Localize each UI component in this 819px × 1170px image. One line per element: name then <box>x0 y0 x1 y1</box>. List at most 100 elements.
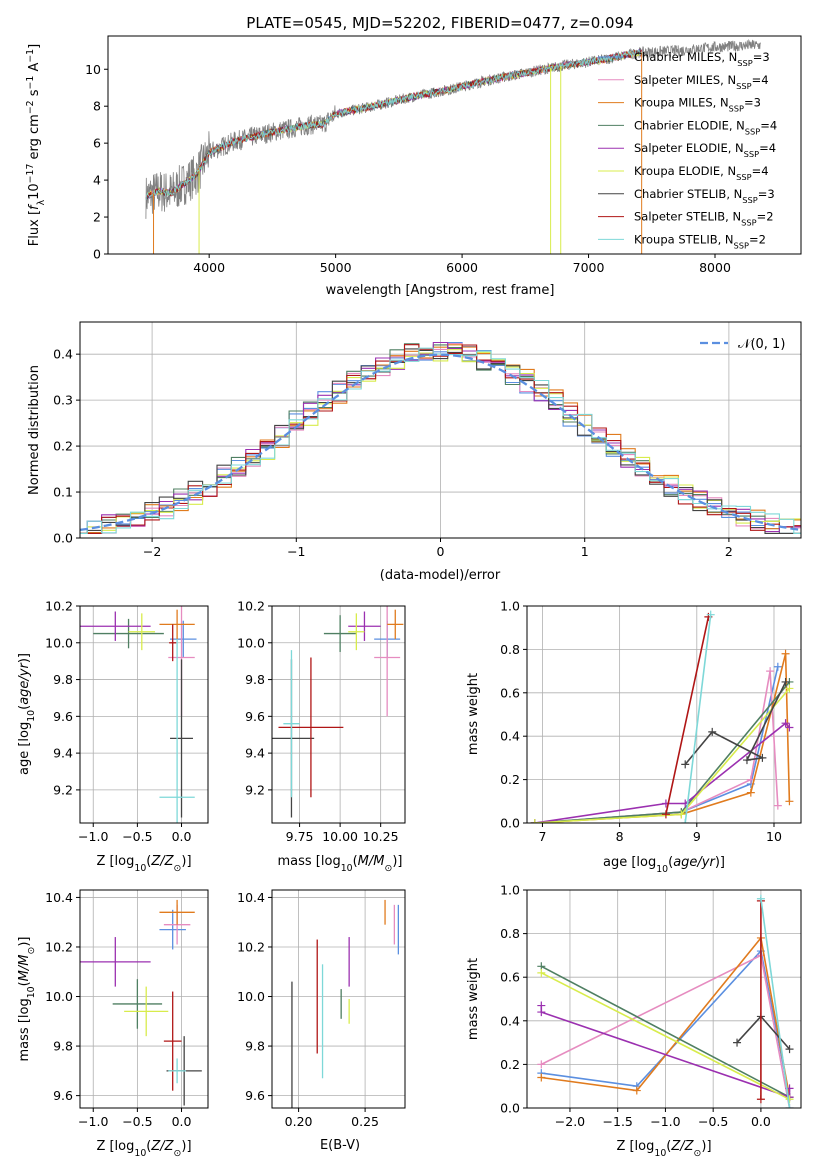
x-axis-label-part: Z/Z <box>150 854 174 869</box>
marker-salpeter-miles <box>766 667 775 676</box>
grid <box>527 605 801 824</box>
marker-chabrier-stelib <box>742 756 751 765</box>
legend-label-salpeter-stelib: Salpeter STELIB, NSSP=2 <box>634 210 774 228</box>
histogram-salpeter-elodie <box>80 341 801 534</box>
legend-label-kroupa-stelib-part: Kroupa STELIB, N <box>634 232 734 246</box>
x-axis-label-part: ⊙ <box>174 863 182 874</box>
y-axis-label-part: erg cm <box>27 114 42 163</box>
x-axis-label-part: 10 <box>134 863 146 874</box>
panel-spectrum: 4000 5000 6000 7000 8000 0 2 4 6 8 10 Chabrier MILE… <box>25 35 802 298</box>
y-axis-label-part: Normed distribution <box>27 365 42 495</box>
y-axis-label-part: mass weight <box>466 673 481 755</box>
y-axis-label: Flux [fλ10−17 erg cm−2 s−1 A−1] <box>25 44 47 246</box>
y-tick-label: 10.2 <box>45 599 73 614</box>
weight-line-kroupa-elodie <box>534 687 791 823</box>
legend-label-kroupa-elodie-part: SSP <box>736 172 751 182</box>
legend-label-chabrier-elodie-part: SSP <box>745 126 760 136</box>
x-axis-label-part: ( <box>668 855 673 870</box>
y-tick-label: 10.2 <box>237 599 265 614</box>
marker-kroupa-elodie <box>537 968 546 977</box>
y-axis-label-part: s <box>27 89 42 100</box>
weight-line-kroupa-miles <box>541 936 791 1098</box>
marker-kroupa-stelib <box>706 610 715 619</box>
weight-line-kroupa-elodie <box>540 972 790 1101</box>
y-tick-label: 0.2 <box>500 772 520 787</box>
y-tick-label: 1.0 <box>500 883 520 898</box>
y-tick-label: 10.0 <box>45 635 73 650</box>
x-axis-label-part: Z/Z <box>670 1139 694 1154</box>
x-axis-label-part: 10 <box>654 1148 666 1159</box>
model-line-salpeter-miles <box>145 49 642 201</box>
marker-salpeter-elodie <box>781 719 790 728</box>
x-axis-label-part: Z [log <box>96 854 134 869</box>
y-tick-label: 10 <box>85 62 101 77</box>
x-tick-label: 10.00 <box>322 829 358 844</box>
legend-label-salpeter-elodie-part: SSP <box>744 149 759 159</box>
legend-label-salpeter-stelib-part: =2 <box>757 210 774 224</box>
x-axis-label-part: )] <box>701 1139 711 1154</box>
legend-label-chabrier-elodie: Chabrier ELODIE, NSSP=4 <box>634 118 777 136</box>
x-axis-label-part: ( <box>146 854 151 869</box>
marker-chabrier-stelib <box>708 727 717 736</box>
y-tick-label: 0.6 <box>500 970 520 985</box>
legend-label-salpeter-elodie: Salpeter ELODIE, NSSP=4 <box>634 141 776 159</box>
weight-line-chabrier-miles <box>541 949 791 1098</box>
marker-kroupa-miles <box>781 649 790 658</box>
marker-kroupa-stelib <box>681 819 690 823</box>
legend-label-kroupa-stelib-part: =2 <box>749 232 766 246</box>
y-axis-label: mass weight <box>466 958 481 1040</box>
marker-kroupa-elodie <box>530 819 539 823</box>
marker-kroupa-miles <box>537 1073 546 1082</box>
x-axis-label: E(B-V) <box>320 1138 360 1153</box>
x-axis-label-part: M/M <box>358 854 385 869</box>
x-tick-label: −1.0 <box>650 1114 680 1129</box>
marker-salpeter-miles <box>773 801 782 810</box>
y-axis-label-part: 10 <box>26 986 37 998</box>
plot-area <box>80 899 202 1106</box>
x-axis-label-part: wavelength [Angstrom, rest frame] <box>326 283 555 298</box>
y-axis-label-part: ( <box>17 705 32 710</box>
y-tick-label: 2 <box>93 210 101 225</box>
plot-area <box>145 38 761 254</box>
x-tick-label: 8000 <box>699 260 731 275</box>
marker-kroupa-stelib <box>756 894 765 903</box>
y-tick-label: 9.6 <box>53 1088 73 1103</box>
x-axis-label: mass [log10(M/M⊙)] <box>278 854 403 874</box>
marker-chabrier-stelib <box>781 677 790 686</box>
x-tick-label: 7 <box>538 829 546 844</box>
y-tick-label: 9.8 <box>53 672 73 687</box>
y-tick-label: 0.1 <box>53 485 73 500</box>
y-tick-label: 6 <box>93 136 101 151</box>
plot-area <box>272 606 404 818</box>
x-axis-label-part: )] <box>181 854 191 869</box>
legend-label-normal: 𝒩(0, 1) <box>738 337 785 352</box>
x-tick-label: −1 <box>287 544 305 559</box>
legend-label-kroupa-miles-part: =3 <box>744 96 761 110</box>
y-tick-label: 4 <box>93 173 101 188</box>
y-tick-label: 9.2 <box>245 782 265 797</box>
axes-frame <box>271 605 406 824</box>
x-tick-label: −0.5 <box>698 1114 728 1129</box>
x-axis-label-part: 10 <box>341 863 353 874</box>
legend-label-chabrier-stelib: Chabrier STELIB, NSSP=3 <box>634 187 775 205</box>
y-axis-label: mass weight <box>466 673 481 755</box>
model-line-kroupa-stelib <box>145 49 642 200</box>
legend-label-chabrier-miles: Chabrier MILES, NSSP=3 <box>634 50 770 68</box>
y-tick-label: 10.0 <box>237 635 265 650</box>
y-tick-label: 0.2 <box>500 1057 520 1072</box>
x-axis-label-part: ⊙ <box>384 863 392 874</box>
marker-chabrier-miles <box>773 662 782 671</box>
model-line-kroupa-miles <box>145 50 642 201</box>
axes-frame <box>79 889 209 1109</box>
x-axis-label-part: 10 <box>134 1148 146 1159</box>
x-axis-label-part: mass [log <box>278 854 341 869</box>
y-axis-label-part: 10 <box>26 710 37 722</box>
legend-label-kroupa-elodie: Kroupa ELODIE, NSSP=4 <box>634 164 769 182</box>
y-tick-label: 9.8 <box>53 1039 73 1054</box>
model-line-chabrier-elodie <box>145 48 642 201</box>
weight-line-kroupa-stelib <box>760 898 791 1108</box>
y-tick-label: 0.4 <box>53 347 73 362</box>
panel-mass-vs-ebv: 0.20 0.25 9.6 9.8 10.0 10.2 10.4 E(B-V) <box>237 889 406 1153</box>
x-axis-label-part: 10 <box>656 864 668 875</box>
